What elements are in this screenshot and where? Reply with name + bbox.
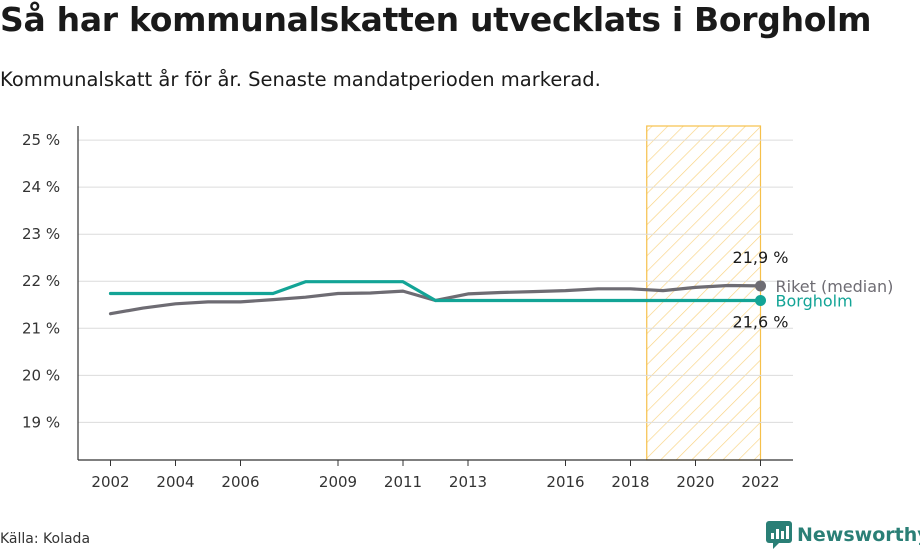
x-tick-label: 2016 xyxy=(546,473,584,491)
y-tick-label: 23 % xyxy=(22,225,60,243)
x-tick-label: 2009 xyxy=(319,473,357,491)
x-tick-label: 2013 xyxy=(449,473,487,491)
y-tick-label: 24 % xyxy=(22,178,60,196)
series-line-borgholm xyxy=(108,280,763,303)
series-end-point xyxy=(755,295,766,307)
y-tick-label: 22 % xyxy=(22,272,60,290)
series-name-label: Borgholm xyxy=(776,292,853,311)
source-note: Källa: Kolada xyxy=(0,531,91,547)
brand-logo: Newsworthy xyxy=(765,520,920,550)
series-name-label: Riket (median) xyxy=(776,277,894,296)
series-value-label: 21,6 % xyxy=(733,313,789,332)
y-tick-label: 21 % xyxy=(22,319,60,337)
x-tick-label: 2011 xyxy=(384,473,422,491)
x-tick-label: 2002 xyxy=(91,473,129,491)
chart-subtitle: Kommunalskatt år för år. Senaste mandatp… xyxy=(0,68,601,91)
x-tick-label: 2018 xyxy=(611,473,649,491)
x-tick-label: 2006 xyxy=(221,473,259,491)
newsworthy-logo-icon xyxy=(766,521,792,549)
x-tick-label: 2022 xyxy=(741,473,779,491)
y-tick-label: 25 % xyxy=(22,131,60,149)
y-tick-label: 19 % xyxy=(22,413,60,431)
highlight-period xyxy=(646,125,762,461)
x-tick-label: 2004 xyxy=(156,473,194,491)
y-tick-label: 20 % xyxy=(22,366,60,384)
series-value-label: 21,9 % xyxy=(733,248,789,267)
series-end-point xyxy=(755,280,766,292)
x-tick-label: 2020 xyxy=(676,473,714,491)
brand-name: Newsworthy xyxy=(797,524,920,546)
chart-title: Så har kommunalskatten utvecklats i Borg… xyxy=(0,0,872,39)
